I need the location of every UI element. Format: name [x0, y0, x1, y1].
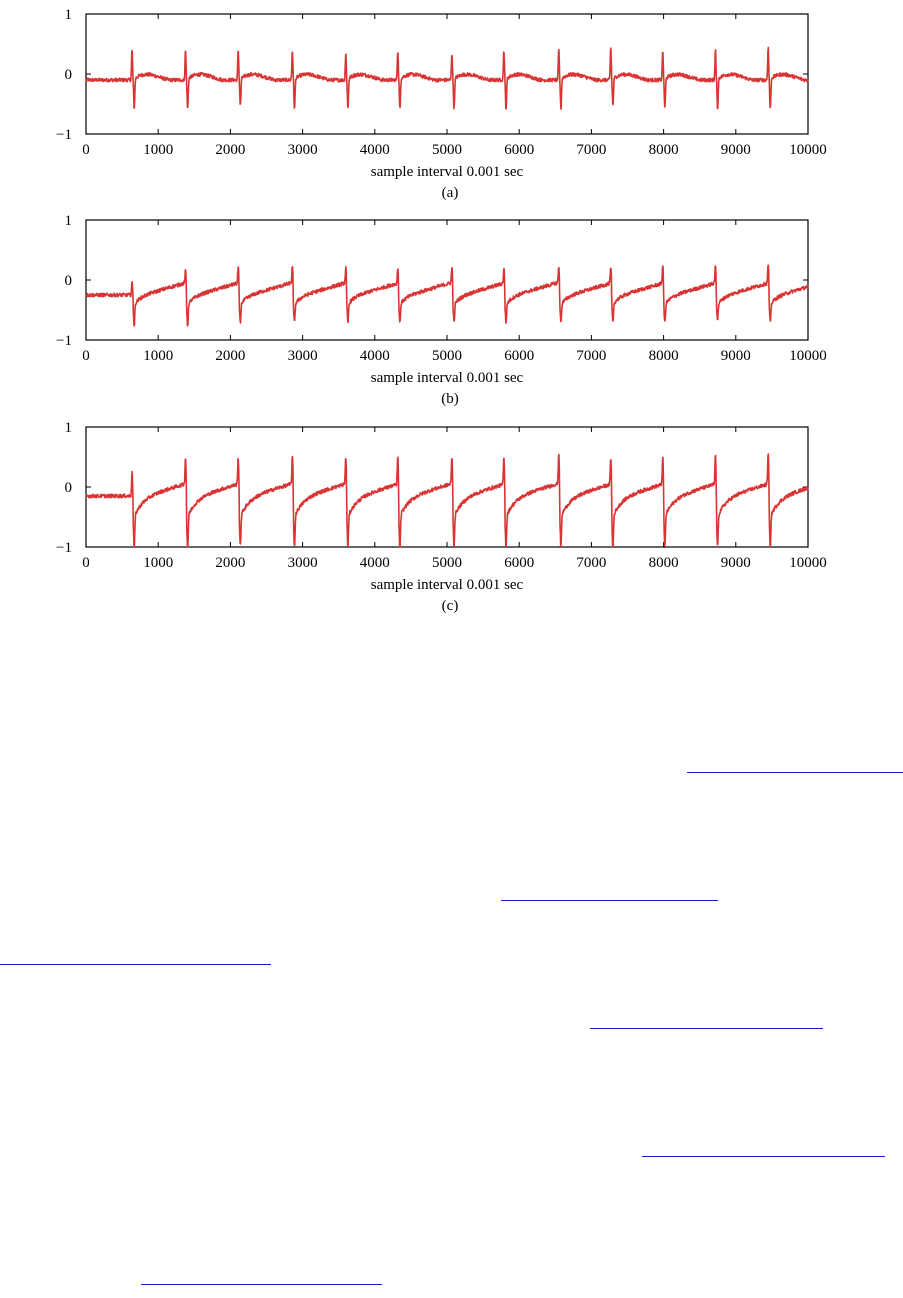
x-tick-label: 4000	[360, 142, 390, 158]
x-axis-label: sample interval 0.001 sec	[371, 577, 524, 593]
x-tick-label: 6000	[504, 555, 534, 571]
x-tick-label: 1000	[143, 142, 173, 158]
x-tick-label: 9000	[721, 142, 751, 158]
series-line	[85, 264, 809, 327]
x-tick-label: 7000	[576, 348, 606, 364]
x-tick-label: 5000	[432, 348, 462, 364]
x-tick-label: 3000	[288, 142, 318, 158]
series-line	[85, 453, 809, 548]
y-tick-label: −1	[56, 333, 72, 349]
x-tick-label: 10000	[789, 555, 827, 571]
chart-panel-1: 0 1000 2000 3000 4000 5000 6000 7000 8000 9000 100…	[56, 7, 827, 201]
x-tick-label: 4000	[360, 555, 390, 571]
x-tick-label: 9000	[721, 348, 751, 364]
x-tick-label: 5000	[432, 555, 462, 571]
x-tick-label: 6000	[504, 348, 534, 364]
x-tick-label: 2000	[215, 142, 245, 158]
x-tick-label: 7000	[576, 142, 606, 158]
x-tick-label: 6000	[504, 142, 534, 158]
link-1[interactable]	[687, 772, 903, 773]
y-tick-label: 0	[65, 480, 73, 496]
x-tick-label: 3000	[288, 348, 318, 364]
chart-panel-3: 0 1000 2000 3000 4000 5000 6000 7000 8000 9000 100…	[56, 420, 827, 614]
x-tick-label: 2000	[215, 348, 245, 364]
chart-panel-2: 0 1000 2000 3000 4000 5000 6000 7000 8000 9000 100…	[56, 213, 827, 407]
y-tick-label: −1	[56, 540, 72, 556]
x-tick-label: 5000	[432, 142, 462, 158]
ecg-figure: 0 1000 2000 3000 4000 5000 6000 7000 8000 9000 100…	[56, 7, 827, 614]
y-tick-label: −1	[56, 127, 72, 143]
x-tick-label: 1000	[143, 348, 173, 364]
link-3[interactable]	[0, 964, 271, 965]
x-axis-label: sample interval 0.001 sec	[371, 370, 524, 386]
x-tick-label: 8000	[649, 348, 679, 364]
x-tick-label: 4000	[360, 348, 390, 364]
panel-label: (c)	[442, 598, 459, 614]
y-tick-label: 1	[65, 420, 73, 436]
x-tick-label: 3000	[288, 555, 318, 571]
y-tick-label: 1	[65, 7, 73, 23]
link-5[interactable]	[642, 1156, 885, 1157]
x-tick-label: 2000	[215, 555, 245, 571]
x-tick-label: 10000	[789, 142, 827, 158]
x-axis-label: sample interval 0.001 sec	[371, 164, 524, 180]
x-tick-label: 10000	[789, 348, 827, 364]
y-tick-label: 0	[65, 273, 73, 289]
panel-label: (a)	[442, 185, 459, 201]
series-line	[85, 46, 809, 110]
link-6[interactable]	[141, 1284, 382, 1285]
x-tick-label: 8000	[649, 142, 679, 158]
y-tick-label: 1	[65, 213, 73, 229]
x-tick-label: 0	[82, 142, 90, 158]
y-tick-label: 0	[65, 67, 73, 83]
x-tick-label: 8000	[649, 555, 679, 571]
link-4[interactable]	[590, 1028, 823, 1029]
x-tick-label: 1000	[143, 555, 173, 571]
x-tick-label: 7000	[576, 555, 606, 571]
panel-label: (b)	[441, 391, 459, 407]
x-tick-label: 0	[82, 348, 90, 364]
x-tick-label: 9000	[721, 555, 751, 571]
x-tick-label: 0	[82, 555, 90, 571]
link-2[interactable]	[501, 900, 718, 901]
plot-frame	[85, 219, 809, 341]
